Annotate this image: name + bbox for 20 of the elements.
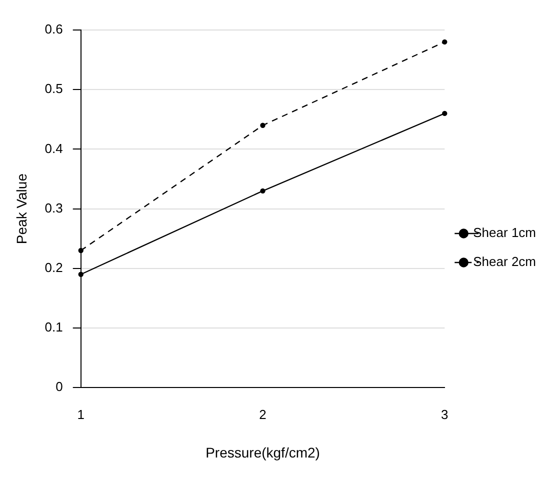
- legend-label: Shear 2cm: [473, 254, 536, 270]
- x-tick-label: 2: [259, 406, 266, 422]
- x-axis-title: Pressure(kgf/cm2): [206, 444, 320, 460]
- y-tick-label: 0.3: [44, 200, 63, 216]
- point: [442, 110, 448, 116]
- y-tick-label: 0.6: [44, 22, 63, 37]
- y-tick-label: 0.4: [44, 140, 63, 156]
- point: [260, 188, 266, 194]
- x-tick-label: 3: [441, 406, 448, 422]
- x-tick-label: 1: [77, 406, 84, 422]
- point: [260, 122, 266, 128]
- point: [78, 248, 84, 254]
- point: [442, 39, 448, 45]
- y-tick-label: 0.5: [44, 81, 63, 96]
- legend-label: Shear 1cm: [473, 225, 536, 240]
- y-tick-label: 0: [56, 379, 63, 394]
- point: [78, 272, 84, 277]
- y-tick-label: 0.1: [44, 320, 63, 335]
- y-tick-label: 0.2: [44, 260, 63, 275]
- y-axis-title: Peak Value: [13, 173, 30, 244]
